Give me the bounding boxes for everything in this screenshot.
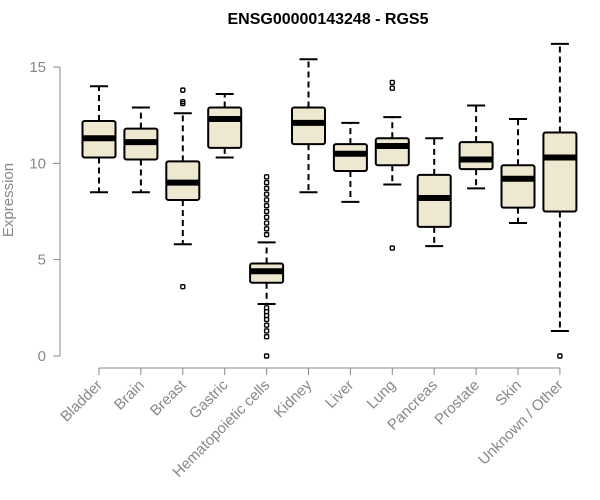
y-axis: 0 5 10 15 (29, 59, 61, 365)
outlier-point (263, 231, 270, 238)
box-prostate (458, 104, 494, 190)
x-tick-label: Liver (322, 377, 357, 412)
outlier-point (263, 226, 270, 232)
iqr-box (500, 164, 536, 209)
outlier-point (263, 305, 270, 311)
y-tick-label: 0 (38, 348, 46, 365)
outlier-point (263, 197, 270, 203)
outlier-point (389, 85, 395, 91)
x-tick-label: Prostate (431, 377, 483, 429)
box-skin (500, 118, 536, 225)
chart-title: ENSG00000143248 - RGS5 (227, 11, 428, 28)
outlier-point (263, 328, 270, 334)
x-tick-label: Kidney (271, 376, 316, 421)
outlier-point (557, 353, 563, 359)
y-tick-label: 15 (29, 59, 46, 76)
outlier-point (180, 98, 186, 105)
outlier-point (263, 353, 270, 359)
box-brain (123, 106, 159, 194)
box-bladder (81, 85, 117, 194)
outlier-point (263, 191, 270, 197)
iqr-box (374, 137, 410, 167)
outlier-point (263, 185, 270, 192)
x-tick-label: Lung (364, 377, 400, 413)
outlier-point (263, 203, 270, 209)
outlier-point (263, 214, 270, 220)
iqr-box (332, 143, 368, 173)
x-tick-label: Skin (492, 377, 525, 410)
outlier-point (263, 220, 270, 226)
y-axis-label: Expression (0, 163, 17, 237)
iqr-box (542, 131, 578, 213)
outlier-point (389, 245, 395, 251)
box-hematopoietic-cells (249, 174, 285, 359)
y-tick-label: 10 (29, 155, 46, 172)
outlier-point (263, 179, 270, 186)
y-tick-label: 5 (38, 252, 46, 269)
outlier-point (263, 322, 270, 328)
outlier-point (263, 174, 270, 180)
x-tick-label: Breast (147, 376, 190, 419)
box-breast (165, 87, 201, 290)
outlier-point (263, 334, 270, 340)
x-tick-label: Bladder (57, 377, 106, 426)
x-tick-label: Brain (111, 377, 148, 414)
box-lung (374, 79, 410, 251)
box-unknown-other (542, 42, 578, 359)
iqr-box (207, 106, 243, 149)
box-liver (332, 121, 368, 203)
iqr-box (458, 141, 494, 171)
outlier-point (389, 79, 395, 86)
boxes-group (81, 42, 578, 359)
box-gastric (207, 92, 243, 159)
box-kidney (291, 58, 326, 194)
outlier-point (263, 208, 270, 215)
box-pancreas (416, 137, 452, 248)
outlier-point (180, 87, 186, 93)
outlier-point (180, 283, 186, 290)
